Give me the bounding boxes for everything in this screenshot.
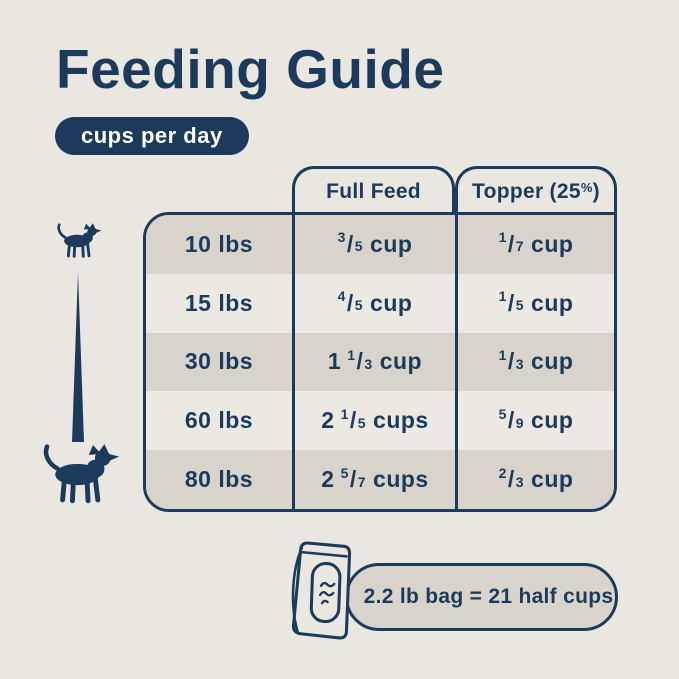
food-bag-icon bbox=[291, 541, 352, 640]
bag-yield-text: 2.2 lb bag = 21 half cups bbox=[363, 585, 614, 608]
weight-cell: 80 lbs bbox=[184, 466, 254, 493]
full-feed-cell: 1 1/3 cup bbox=[292, 332, 455, 392]
badge-label: cups per day bbox=[81, 123, 223, 148]
column-header-full-feed: Full Feed bbox=[292, 166, 455, 215]
topper-cell: 1/5 cup bbox=[455, 273, 614, 333]
full-feed-cell: 2 5/7 cups bbox=[292, 450, 455, 509]
topper-cell: 1/7 cup bbox=[455, 215, 614, 274]
full-feed-cell: 2 1/5 cups bbox=[292, 391, 455, 451]
full-feed-label: Full Feed bbox=[326, 180, 421, 203]
page-title: Feeding Guide bbox=[56, 38, 445, 100]
topper-label: Topper (25%) bbox=[472, 180, 600, 203]
small-dog-icon bbox=[54, 223, 102, 259]
table-row: 15 lbs 4/5 cup 1/5 cup bbox=[146, 273, 614, 333]
table-row: 30 lbs 1 1/3 cup 1/3 cup bbox=[146, 332, 614, 392]
table-row: 10 lbs 3/5 cup 1/7 cup bbox=[146, 215, 614, 274]
topper-cell: 5/9 cup bbox=[455, 391, 614, 451]
weight-cell: 10 lbs bbox=[184, 230, 254, 257]
topper-cell: 1/3 cup bbox=[455, 332, 614, 392]
large-dog-icon bbox=[38, 444, 120, 505]
column-header-topper: Topper (25%) bbox=[455, 166, 617, 215]
full-feed-cell: 4/5 cup bbox=[292, 273, 455, 333]
weight-cell: 60 lbs bbox=[184, 407, 254, 434]
weight-cell: 15 lbs bbox=[184, 289, 254, 316]
table-row: 80 lbs 2 5/7 cups 2/3 cup bbox=[146, 450, 614, 509]
topper-cell: 2/3 cup bbox=[455, 450, 614, 509]
cups-per-day-badge: cups per day bbox=[55, 117, 249, 155]
size-range-wedge bbox=[72, 272, 84, 442]
table-row: 60 lbs 2 1/5 cups 5/9 cup bbox=[146, 391, 614, 451]
weight-cell: 30 lbs bbox=[184, 348, 254, 375]
bag-yield-note: 2.2 lb bag = 21 half cups bbox=[345, 563, 618, 631]
full-feed-cell: 3/5 cup bbox=[292, 215, 455, 274]
feeding-table: 10 lbs 3/5 cup 1/7 cup 15 lbs 4/5 cup 1/5 cu… bbox=[143, 212, 617, 512]
percent-superscript: % bbox=[580, 180, 593, 195]
